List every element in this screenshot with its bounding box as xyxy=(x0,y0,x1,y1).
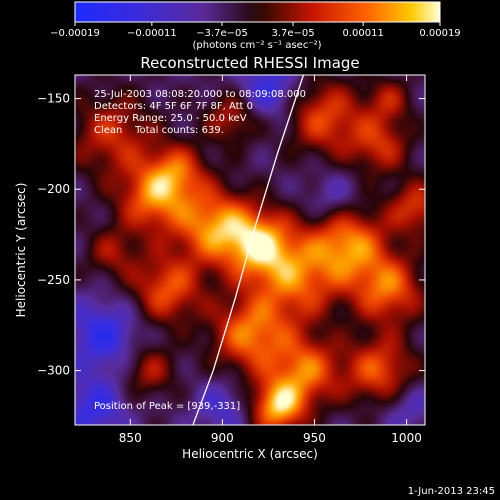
x-tick-label: 1000 xyxy=(391,431,422,445)
colorbar-tick-label: 0.00019 xyxy=(419,28,460,39)
annotation-energy-range: Energy Range: 25.0 - 50.0 keV xyxy=(94,113,247,124)
y-tick-label: −250 xyxy=(37,273,70,287)
y-tick-label: −300 xyxy=(37,364,70,378)
colorbar-tick-label: 3.7e−05 xyxy=(271,28,314,39)
colorbar-tick-label: 0.00011 xyxy=(342,28,383,39)
annotation-clean-counts: Clean Total counts: 639. xyxy=(94,125,224,136)
colorbar-tick-label: −0.00011 xyxy=(127,28,177,39)
annotation-detectors: Detectors: 4F 5F 6F 7F 8F, Att 0 xyxy=(94,101,253,112)
peak-position-label: Position of Peak = [939,-331] xyxy=(94,401,240,412)
colorbar-tick-label: −0.00019 xyxy=(50,28,100,39)
y-tick-label: −150 xyxy=(37,92,70,106)
heatmap-canvas xyxy=(75,75,425,425)
colorbar xyxy=(74,1,441,23)
colorbar-tick-label: −3.7e−05 xyxy=(196,28,248,39)
x-axis: 850 900 950 1000 xyxy=(119,75,422,445)
chart-title: Reconstructed RHESSI Image xyxy=(140,54,359,72)
plot-frame xyxy=(74,74,426,426)
colorbar-ticks: −0.00019 −0.00011 −3.7e−05 3.7e−05 0.00011 0.… xyxy=(50,22,461,39)
x-tick-label: 900 xyxy=(211,431,234,445)
colorbar-unit-label: (photons cm⁻² s⁻¹ asec⁻²) xyxy=(192,40,321,51)
heatmap-area xyxy=(75,75,425,425)
solar-limb-curve xyxy=(192,75,305,425)
y-axis-label: Heliocentric Y (arcsec) xyxy=(14,183,28,318)
observation-annotations: 25-Jul-2003 08:08:20.000 to 08:09:08.000… xyxy=(94,89,306,136)
y-tick-label: −200 xyxy=(37,182,70,196)
x-tick-label: 850 xyxy=(119,431,142,445)
annotation-time-range: 25-Jul-2003 08:08:20.000 to 08:09:08.000 xyxy=(94,89,306,100)
x-tick-label: 950 xyxy=(303,431,326,445)
footer-date: 1-Jun-2013 23:45 xyxy=(408,486,495,497)
x-axis-label: Heliocentric X (arcsec) xyxy=(182,447,318,461)
y-axis: −150 −200 −250 −300 xyxy=(37,92,425,378)
